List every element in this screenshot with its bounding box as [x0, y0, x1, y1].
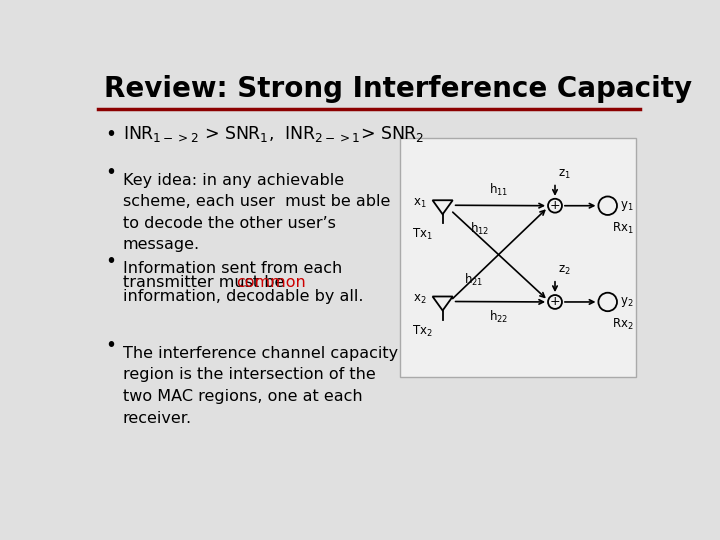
Text: information, decodable by all.: information, decodable by all. [122, 289, 363, 304]
Text: •: • [106, 336, 117, 355]
Text: y$_2$: y$_2$ [620, 295, 634, 309]
Text: •: • [106, 163, 117, 182]
Text: +: + [549, 295, 560, 308]
Text: transmitter must be: transmitter must be [122, 275, 289, 290]
Text: z$_1$: z$_1$ [558, 168, 571, 181]
Text: h$_{11}$: h$_{11}$ [489, 181, 508, 198]
Text: common: common [236, 275, 306, 290]
Text: INR$_{1->2}$ > SNR$_1$,  INR$_{2->1}$> SNR$_2$: INR$_{1->2}$ > SNR$_1$, INR$_{2->1}$> SN… [122, 124, 424, 144]
Text: h$_{21}$: h$_{21}$ [464, 272, 484, 288]
Text: y$_1$: y$_1$ [620, 199, 634, 213]
Text: h$_{22}$: h$_{22}$ [489, 309, 508, 326]
Text: z$_2$: z$_2$ [558, 264, 571, 278]
Text: •: • [106, 125, 117, 144]
Text: The interference channel capacity
region is the intersection of the
two MAC regi: The interference channel capacity region… [122, 346, 397, 426]
Text: Tx$_2$: Tx$_2$ [412, 323, 433, 339]
Text: h$_{12}$: h$_{12}$ [469, 221, 489, 237]
Text: Review: Strong Interference Capacity: Review: Strong Interference Capacity [104, 76, 692, 104]
Text: Tx$_1$: Tx$_1$ [412, 227, 433, 242]
Text: x$_2$: x$_2$ [413, 293, 426, 306]
Text: Rx$_2$: Rx$_2$ [613, 317, 634, 332]
Text: x$_1$: x$_1$ [413, 197, 426, 210]
Text: •: • [106, 252, 117, 271]
Text: Rx$_1$: Rx$_1$ [612, 221, 634, 236]
FancyBboxPatch shape [400, 138, 636, 377]
Text: +: + [549, 199, 560, 212]
Text: Information sent from each: Information sent from each [122, 261, 342, 276]
Text: Key idea: in any achievable
scheme, each user  must be able
to decode the other : Key idea: in any achievable scheme, each… [122, 173, 390, 252]
